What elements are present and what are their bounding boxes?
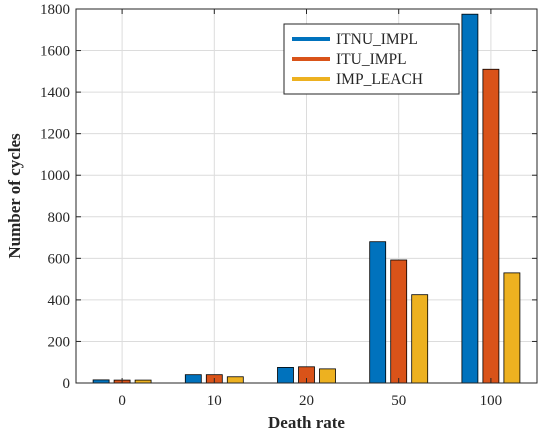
bar (277, 367, 294, 384)
bar (482, 68, 500, 384)
y-tick-label: 1400 (40, 85, 70, 101)
bars (92, 13, 521, 384)
y-tick-label: 1800 (40, 2, 70, 18)
legend-label: IMP_LEACH (336, 71, 423, 88)
y-tick-label: 1200 (40, 127, 70, 143)
y-tick-label: 800 (48, 210, 71, 226)
legend: ITNU_IMPL ITU_IMPL IMP_LEACH (283, 23, 460, 95)
y-axis-title: Number of cycles (5, 133, 24, 259)
x-tick-label: 10 (207, 393, 222, 409)
bar (184, 374, 202, 384)
legend-label: ITU_IMPL (336, 51, 407, 68)
y-tick-label: 1600 (40, 44, 70, 60)
x-tick-label: 0 (118, 393, 126, 409)
x-tick-label: 50 (391, 393, 406, 409)
bar (369, 241, 387, 384)
legend-label: ITNU_IMPL (336, 31, 418, 48)
y-tick-label: 400 (48, 293, 71, 309)
bar (319, 368, 336, 384)
bar (226, 376, 244, 384)
y-tick-label: 600 (48, 251, 71, 267)
y-tick-label: 200 (48, 334, 71, 350)
bar (503, 272, 521, 384)
bar (461, 13, 479, 384)
bar (411, 294, 429, 384)
x-axis-title: Death rate (268, 413, 345, 432)
y-tick-label: 1000 (40, 168, 70, 184)
x-tick-label: 20 (299, 393, 314, 409)
ticks: 0 200 400 600 800 1000 1200 1400 1600 1800 0 10 20 50… (40, 2, 537, 409)
y-tick-label: 0 (63, 376, 71, 392)
bar (390, 259, 408, 384)
x-tick-label: 100 (480, 393, 503, 409)
